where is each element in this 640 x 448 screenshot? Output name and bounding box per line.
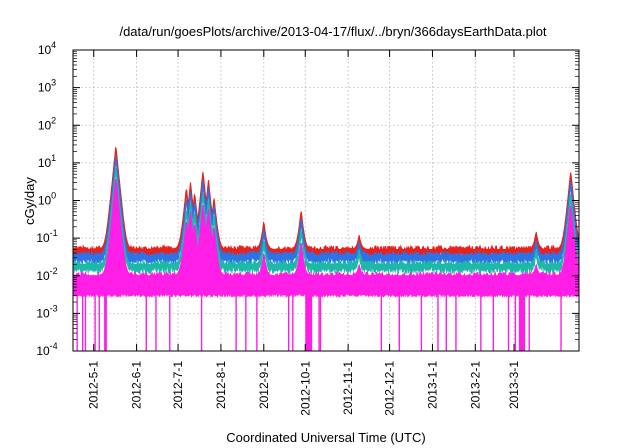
chart-title: /data/run/goesPlots/archive/2013-04-17/f…	[119, 24, 546, 39]
x-tick-label: 2012-11-1	[341, 361, 355, 415]
x-tick-label: 2012-5-1	[87, 361, 101, 409]
y-tick-label: 10-3	[36, 303, 57, 320]
y-tick-label: 10-1	[36, 228, 57, 245]
series-1-band	[72, 147, 580, 261]
grid	[73, 50, 579, 351]
x-tick-label: 2013-1-1	[425, 361, 439, 409]
x-tick-label: 2012-9-1	[257, 361, 271, 409]
x-tick-label: 2012-10-1	[298, 361, 312, 416]
y-tick-label: 10-2	[36, 266, 57, 283]
y-tick-label: 100	[38, 191, 56, 208]
series-2-line	[72, 156, 580, 258]
y-tick-label: 101	[38, 153, 56, 170]
x-tick-label: 2012-12-1	[383, 361, 397, 416]
x-tick-label: 2012-7-1	[171, 361, 185, 409]
series-layer	[72, 147, 580, 351]
x-tick-label: 2013-3-1	[507, 361, 521, 409]
y-axis: 10-4 10-3 10-2 10-1 100 101 102 103 104	[36, 40, 579, 358]
series-1-line	[72, 147, 580, 252]
x-tick-label: 2012-8-1	[214, 361, 228, 409]
y-tick-label: 103	[38, 78, 56, 95]
x-tick-label: 2013-2-1	[468, 361, 482, 409]
x-tick-label: 2012-6-1	[130, 361, 144, 409]
y-tick-label: 102	[38, 115, 56, 132]
series-4-dropout-band	[519, 295, 526, 351]
series-4-dropout-band	[305, 295, 313, 351]
y-tick-label: 10-4	[36, 341, 57, 358]
x-axis-label: Coordinated Universal Time (UTC)	[226, 430, 425, 445]
y-axis-label: cGy/day	[22, 177, 37, 225]
series-4-line	[72, 179, 580, 278]
x-axis: 2012-5-1 2012-6-1 2012-7-1 2012-8-1 2012-9-1…	[87, 50, 521, 416]
y-tick-label: 104	[38, 40, 56, 57]
series-3-line	[72, 167, 580, 267]
